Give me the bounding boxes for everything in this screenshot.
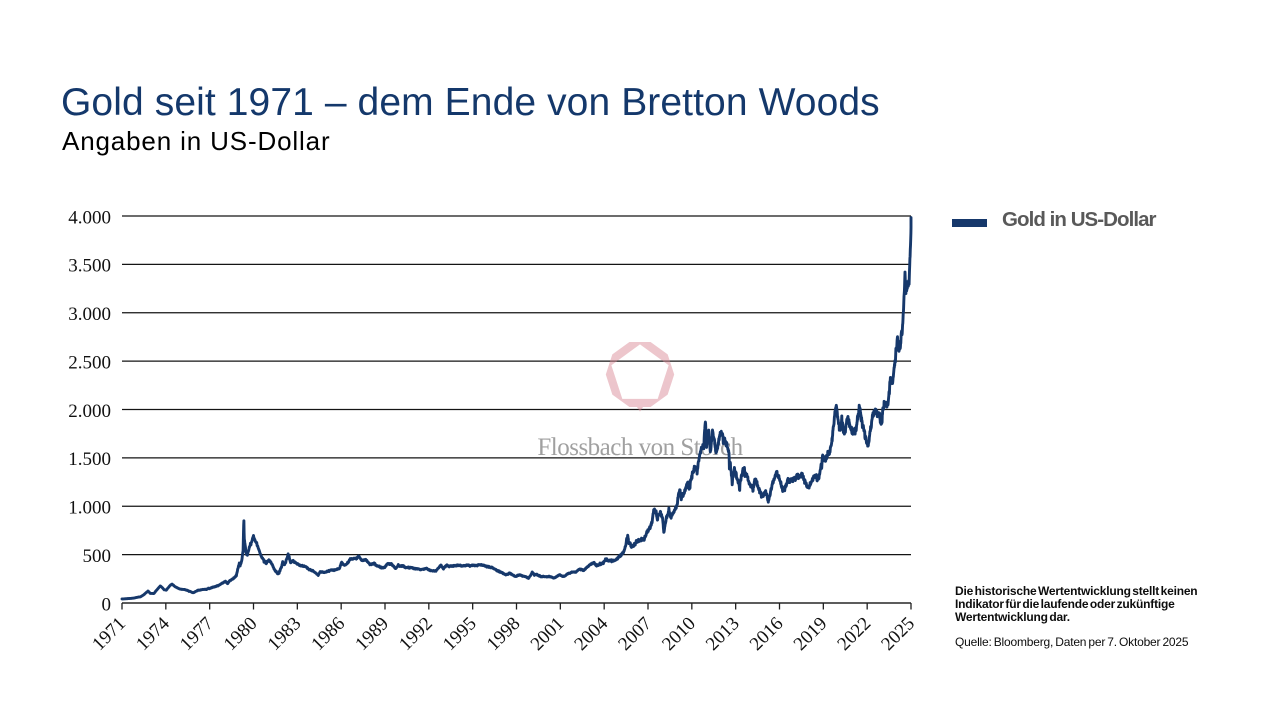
svg-text:2010: 2010 xyxy=(658,613,700,655)
svg-text:1971: 1971 xyxy=(88,613,130,655)
svg-text:3.500: 3.500 xyxy=(68,256,111,277)
svg-text:2007: 2007 xyxy=(614,613,656,655)
svg-text:1998: 1998 xyxy=(483,613,525,655)
svg-text:4.000: 4.000 xyxy=(68,207,111,228)
svg-text:1986: 1986 xyxy=(307,613,349,655)
svg-text:2022: 2022 xyxy=(833,613,875,655)
svg-text:1980: 1980 xyxy=(220,613,262,655)
svg-text:2001: 2001 xyxy=(527,613,569,655)
svg-text:1983: 1983 xyxy=(264,613,306,655)
svg-text:2.000: 2.000 xyxy=(68,401,111,422)
svg-text:2.500: 2.500 xyxy=(68,352,111,373)
svg-text:1995: 1995 xyxy=(439,613,481,655)
svg-text:0: 0 xyxy=(102,594,112,615)
svg-text:2004: 2004 xyxy=(570,613,612,655)
svg-text:2019: 2019 xyxy=(790,613,832,655)
svg-text:1.500: 1.500 xyxy=(68,449,111,470)
svg-text:500: 500 xyxy=(83,546,112,567)
svg-text:2013: 2013 xyxy=(702,613,744,655)
svg-text:1992: 1992 xyxy=(395,613,437,655)
svg-text:1989: 1989 xyxy=(351,613,393,655)
svg-text:2016: 2016 xyxy=(746,613,788,655)
svg-text:1.000: 1.000 xyxy=(68,498,111,519)
svg-text:3.000: 3.000 xyxy=(68,304,111,325)
svg-text:1974: 1974 xyxy=(132,613,174,655)
svg-text:2025: 2025 xyxy=(877,613,919,655)
svg-text:1977: 1977 xyxy=(176,613,218,655)
